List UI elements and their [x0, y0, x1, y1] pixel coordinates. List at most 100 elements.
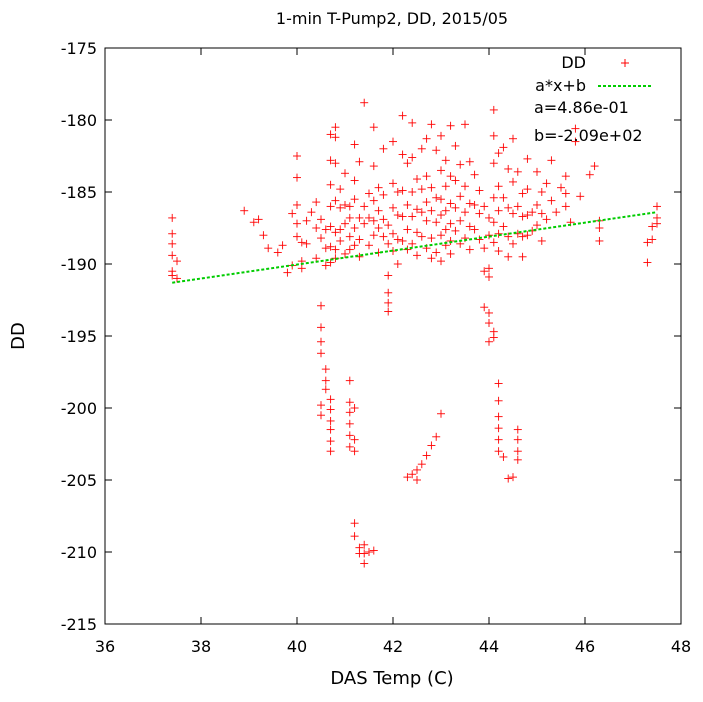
y-tick-label: -180: [61, 111, 97, 130]
data-point: [494, 182, 503, 191]
y-ticks: -175 -180 -185 -190 -195 -200 -205 -210 -215: [61, 39, 681, 634]
data-point: [374, 183, 383, 192]
data-point: [398, 150, 407, 159]
data-point: [432, 193, 441, 202]
data-point: [437, 166, 445, 175]
data-point: [331, 245, 340, 254]
data-point: [365, 189, 373, 198]
data-point: [336, 185, 345, 194]
data-point: [446, 236, 455, 245]
data-point: [379, 232, 388, 241]
annotation-b: b=-2.09e+02: [534, 126, 643, 145]
data-point: [369, 546, 378, 555]
x-tick-label: 40: [287, 637, 307, 656]
data-point: [413, 175, 421, 184]
data-point: [590, 162, 599, 171]
data-point: [643, 238, 652, 247]
data-point: [345, 202, 354, 211]
data-point: [504, 232, 513, 241]
data-point: [557, 183, 565, 192]
data-point: [499, 193, 508, 202]
y-tick-label: -190: [61, 255, 97, 274]
x-axis-label: DAS Temp (C): [330, 668, 453, 689]
data-point: [648, 235, 657, 244]
data-point: [427, 254, 436, 263]
data-point: [504, 164, 513, 173]
data-point: [321, 365, 330, 374]
data-point: [451, 203, 460, 212]
data-point: [326, 130, 335, 139]
y-tick-label: -185: [61, 183, 97, 202]
data-point: [360, 98, 369, 107]
data-point: [595, 236, 604, 245]
data-point: [437, 195, 445, 204]
data-point: [360, 219, 369, 228]
data-point: [528, 208, 537, 217]
data-point: [331, 123, 340, 132]
data-point: [489, 193, 498, 202]
data-point: [384, 271, 393, 280]
data-point: [417, 144, 426, 153]
data-point: [398, 186, 407, 195]
x-tick-label: 46: [575, 637, 595, 656]
data-point: [518, 189, 527, 198]
data-point: [384, 239, 393, 248]
data-point: [293, 232, 301, 241]
x-tick-label: 48: [671, 637, 691, 656]
data-point: [413, 205, 421, 214]
data-point: [485, 337, 493, 346]
data-point: [326, 202, 335, 211]
data-point: [537, 209, 546, 218]
data-point: [398, 212, 407, 221]
data-point: [653, 219, 661, 228]
data-point: [485, 308, 493, 317]
data-point: [648, 222, 657, 231]
data-point: [283, 268, 292, 277]
data-point: [321, 376, 330, 385]
data-point: [499, 143, 508, 152]
data-point: [432, 248, 441, 257]
x-ticks: 36 38 40 42 44 46 48: [95, 48, 691, 656]
data-point: [437, 131, 445, 140]
data-points: [168, 98, 661, 568]
data-point: [393, 235, 402, 244]
data-point: [336, 236, 345, 245]
data-point: [379, 215, 388, 224]
legend-label-fit: a*x+b: [535, 76, 586, 95]
chart-title: 1-min T-Pump2, DD, 2015/05: [276, 9, 508, 28]
data-point: [489, 238, 498, 247]
data-point: [321, 244, 330, 253]
data-point: [470, 225, 479, 234]
data-point: [523, 154, 532, 163]
data-point: [389, 229, 397, 238]
data-point: [561, 172, 570, 181]
data-point: [441, 156, 450, 165]
data-point: [485, 272, 493, 281]
data-point: [350, 447, 359, 456]
data-point: [537, 236, 546, 245]
data-point: [369, 196, 378, 205]
data-point: [249, 218, 258, 227]
data-point: [523, 231, 532, 240]
data-point: [326, 242, 335, 251]
data-point: [321, 261, 330, 270]
data-point: [384, 221, 393, 230]
data-point: [475, 235, 484, 244]
data-point: [437, 211, 445, 220]
data-point: [489, 131, 498, 140]
data-point: [317, 301, 325, 310]
data-point: [350, 532, 359, 541]
x-tick-label: 44: [479, 637, 499, 656]
data-point: [437, 409, 445, 418]
data-point: [480, 202, 489, 211]
data-point: [504, 252, 513, 261]
data-point: [369, 231, 378, 240]
y-tick-label: -175: [61, 39, 97, 58]
data-point: [485, 213, 493, 222]
data-point: [326, 437, 335, 446]
data-point: [494, 412, 503, 421]
data-point: [350, 519, 359, 528]
data-point: [489, 333, 498, 342]
data-point: [585, 170, 594, 179]
data-point: [456, 192, 465, 201]
